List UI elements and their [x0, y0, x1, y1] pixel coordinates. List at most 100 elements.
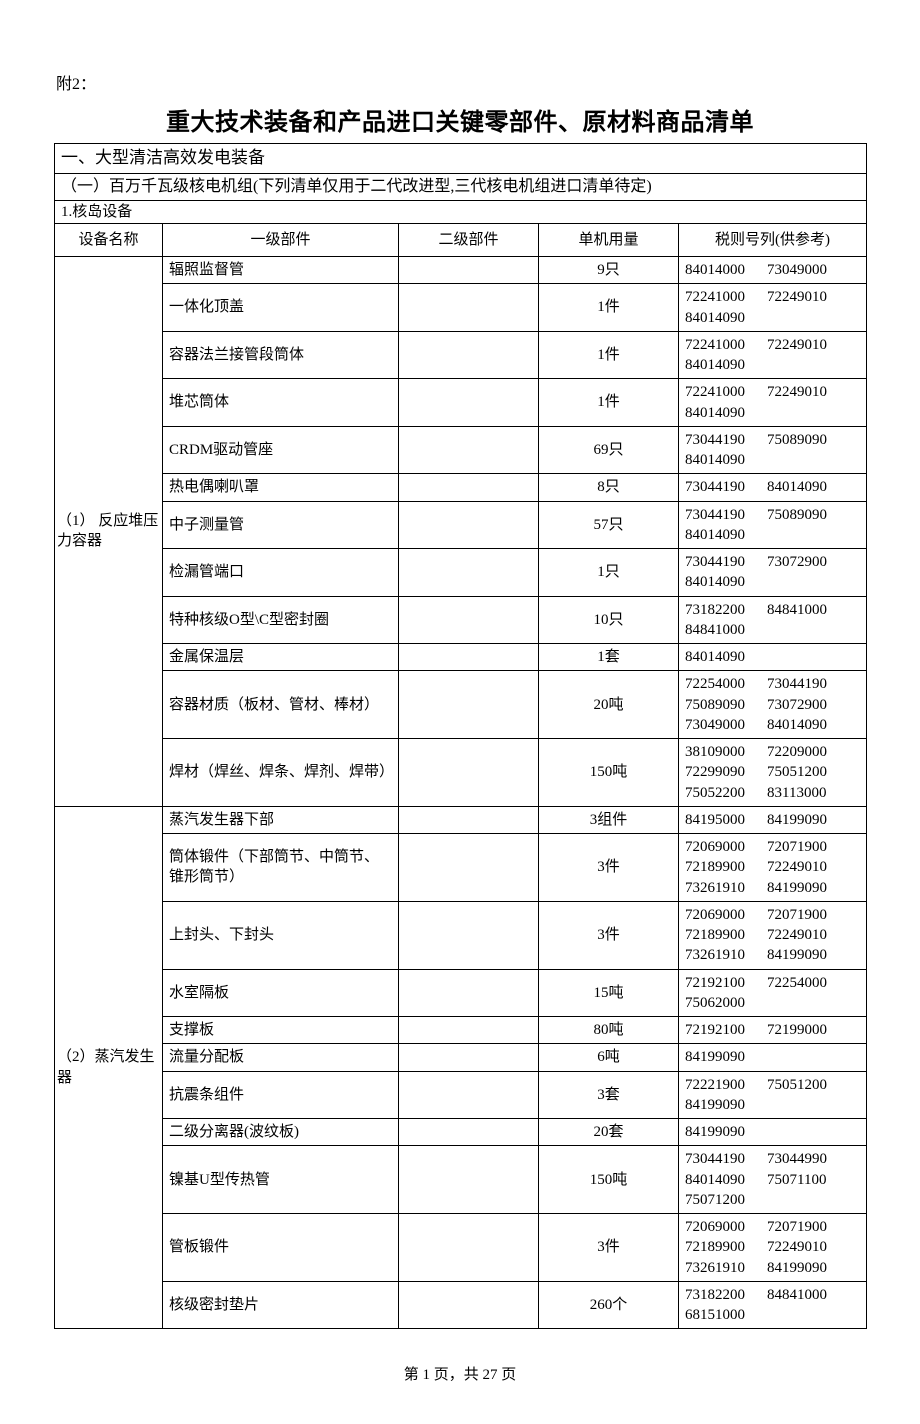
- primary-part: 上封头、下封头: [163, 901, 399, 969]
- main-table: 一、大型清洁高效发电装备（一）百万千瓦级核电机组(下列清单仅用于二代改进型,三代…: [54, 143, 867, 1329]
- column-header: 二级部件: [399, 223, 539, 256]
- table-row: 管板锻件3件7206900072071900721899007224901073…: [55, 1214, 867, 1282]
- quantity: 3套: [539, 1071, 679, 1119]
- table-row: 镍基U型传热管 150吨73044190730449908401409075071…: [55, 1146, 867, 1214]
- tax-codes: 84199090: [679, 1044, 867, 1071]
- quantity: 1件: [539, 379, 679, 427]
- equipment-name: （1） 反应堆压力容器: [55, 257, 163, 807]
- quantity: 57只: [539, 501, 679, 549]
- secondary-part: [399, 834, 539, 902]
- secondary-part: [399, 1119, 539, 1146]
- quantity: 69只: [539, 426, 679, 474]
- table-row: 水室隔板15吨721921007225400075062000: [55, 969, 867, 1017]
- primary-part: 容器法兰接管段筒体: [163, 331, 399, 379]
- column-header: 税则号列(供参考): [679, 223, 867, 256]
- secondary-part: [399, 644, 539, 671]
- table-row: 堆芯筒体1件722410007224901084014090: [55, 379, 867, 427]
- equipment-name: （2）蒸汽发生器: [55, 806, 163, 1329]
- primary-part: 二级分离器(波纹板): [163, 1119, 399, 1146]
- tax-codes: 7219210072199000: [679, 1017, 867, 1044]
- primary-part: 筒体锻件（下部筒节、中筒节、锥形筒节）: [163, 834, 399, 902]
- table-row: 检漏管端口 1只730441907307290084014090: [55, 549, 867, 597]
- quantity: 1只: [539, 549, 679, 597]
- secondary-part: [399, 806, 539, 833]
- secondary-part: [399, 474, 539, 501]
- secondary-part: [399, 1071, 539, 1119]
- quantity: 20吨: [539, 671, 679, 739]
- table-row: 金属保温层1套84014090: [55, 644, 867, 671]
- tax-codes: 731822008484100068151000: [679, 1281, 867, 1329]
- secondary-part: [399, 379, 539, 427]
- tax-codes: 730441907508909084014090: [679, 501, 867, 549]
- tax-codes: 7304419084014090: [679, 474, 867, 501]
- primary-part: 镍基U型传热管: [163, 1146, 399, 1214]
- tax-codes: 7206900072071900721899007224901073261910…: [679, 1214, 867, 1282]
- table-row: 容器法兰接管段筒体 1件722410007224901084014090: [55, 331, 867, 379]
- appendix-label: 附2：: [56, 70, 866, 94]
- primary-part: 检漏管端口: [163, 549, 399, 597]
- primary-part: 热电偶喇叭罩: [163, 474, 399, 501]
- page-footer: 第 1 页，共 27 页: [54, 1363, 866, 1384]
- secondary-part: [399, 1146, 539, 1214]
- quantity: 20套: [539, 1119, 679, 1146]
- tax-codes: 722410007224901084014090: [679, 331, 867, 379]
- tax-codes: 3810900072209000722990907505120075052200…: [679, 739, 867, 807]
- column-header-row: 设备名称一级部件二级部件单机用量税则号列(供参考): [55, 223, 867, 256]
- quantity: 150吨: [539, 1146, 679, 1214]
- column-header: 一级部件: [163, 223, 399, 256]
- quantity: 80吨: [539, 1017, 679, 1044]
- tax-codes: 7304419073044990840140907507110075071200: [679, 1146, 867, 1214]
- quantity: 10只: [539, 596, 679, 644]
- quantity: 1件: [539, 331, 679, 379]
- secondary-part: [399, 671, 539, 739]
- subsection-heading: （一）百万千瓦级核电机组(下列清单仅用于二代改进型,三代核电机组进口清单待定): [55, 173, 867, 200]
- tax-codes: 730441907307290084014090: [679, 549, 867, 597]
- secondary-part: [399, 596, 539, 644]
- primary-part: 焊材（焊丝、焊条、焊剂、焊带）: [163, 739, 399, 807]
- secondary-part: [399, 284, 539, 332]
- section-heading: 一、大型清洁高效发电装备: [55, 144, 867, 174]
- table-row: 一体化顶盖1件722410007224901084014090: [55, 284, 867, 332]
- tax-codes: 7206900072071900721899007224901073261910…: [679, 901, 867, 969]
- tax-codes: 84014090: [679, 644, 867, 671]
- primary-part: 中子测量管: [163, 501, 399, 549]
- primary-part: 抗震条组件: [163, 1071, 399, 1119]
- tax-codes: 721921007225400075062000: [679, 969, 867, 1017]
- table-row: 焊材（焊丝、焊条、焊剂、焊带） 150吨381090007220900072299…: [55, 739, 867, 807]
- quantity: 6吨: [539, 1044, 679, 1071]
- secondary-part: [399, 331, 539, 379]
- tax-codes: 722219007505120084199090: [679, 1071, 867, 1119]
- table-row: 流量分配板6吨84199090: [55, 1044, 867, 1071]
- table-row: 热电偶喇叭罩 8只7304419084014090: [55, 474, 867, 501]
- primary-part: 辐照监督管: [163, 257, 399, 284]
- quantity: 3件: [539, 1214, 679, 1282]
- primary-part: 蒸汽发生器下部: [163, 806, 399, 833]
- table-row: 中子测量管 57只730441907508909084014090: [55, 501, 867, 549]
- table-row: 支撑板80吨7219210072199000: [55, 1017, 867, 1044]
- quantity: 260个: [539, 1281, 679, 1329]
- quantity: 1件: [539, 284, 679, 332]
- secondary-part: [399, 1214, 539, 1282]
- tax-codes: 722410007224901084014090: [679, 284, 867, 332]
- secondary-part: [399, 1017, 539, 1044]
- primary-part: 核级密封垫片: [163, 1281, 399, 1329]
- tax-codes: 7206900072071900721899007224901073261910…: [679, 834, 867, 902]
- tax-codes: 8401400073049000: [679, 257, 867, 284]
- quantity: 3件: [539, 901, 679, 969]
- secondary-part: [399, 501, 539, 549]
- quantity: 3组件: [539, 806, 679, 833]
- primary-part: CRDM驱动管座: [163, 426, 399, 474]
- table-row: 核级密封垫片 260个731822008484100068151000: [55, 1281, 867, 1329]
- quantity: 150吨: [539, 739, 679, 807]
- quantity: 15吨: [539, 969, 679, 1017]
- secondary-part: [399, 1044, 539, 1071]
- table-row: 筒体锻件（下部筒节、中筒节、锥形筒节） 3件7206900072071900721…: [55, 834, 867, 902]
- tax-codes: 730441907508909084014090: [679, 426, 867, 474]
- quantity: 3件: [539, 834, 679, 902]
- quantity: 8只: [539, 474, 679, 501]
- secondary-part: [399, 901, 539, 969]
- tax-codes: 7225400073044190750890907307290073049000…: [679, 671, 867, 739]
- secondary-part: [399, 739, 539, 807]
- column-header: 设备名称: [55, 223, 163, 256]
- table-row: 容器材质（板材、管材、棒材）20吨72254000730441907508909…: [55, 671, 867, 739]
